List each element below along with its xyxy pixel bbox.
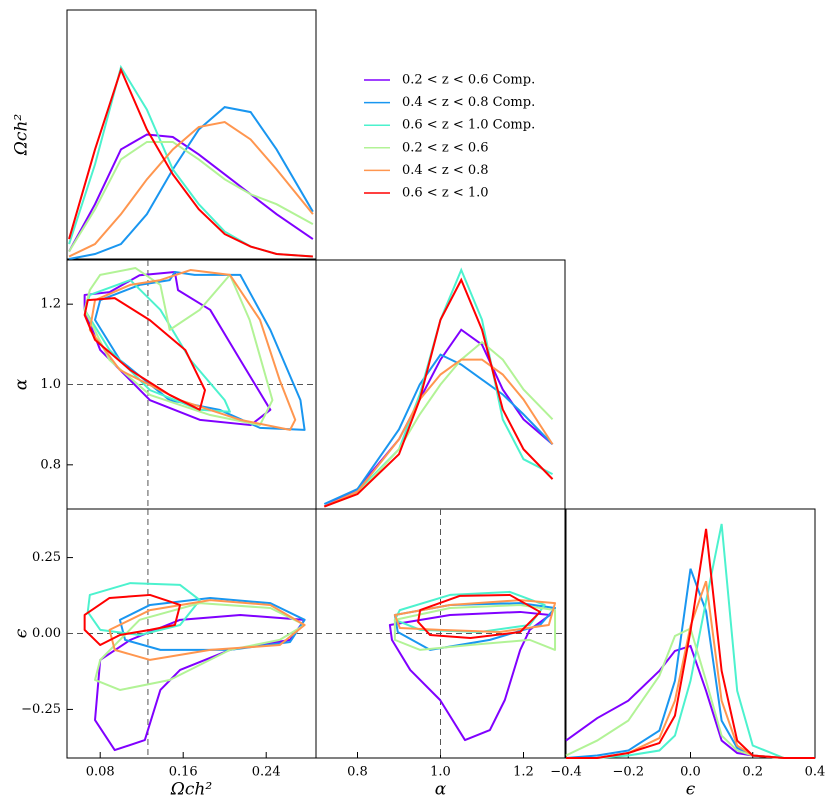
x-axis-label: α bbox=[435, 780, 447, 800]
density-line bbox=[566, 580, 815, 759]
contour bbox=[86, 582, 201, 637]
y-tick-label: 0.00 bbox=[32, 626, 61, 641]
x-tick-label: −0.2 bbox=[612, 765, 644, 780]
contour bbox=[94, 613, 306, 752]
y-axis-label: α bbox=[12, 378, 32, 390]
contour bbox=[417, 593, 542, 640]
y-tick-label: 1.0 bbox=[40, 377, 61, 392]
y-tick-label: 0.8 bbox=[40, 457, 61, 472]
contour bbox=[393, 599, 557, 633]
contour bbox=[393, 590, 546, 633]
legend-label: 0.4 < z < 0.8 bbox=[402, 163, 489, 178]
x-tick-label: 0.0 bbox=[680, 765, 701, 780]
density-line bbox=[566, 528, 815, 759]
density-line bbox=[68, 106, 314, 260]
density-line bbox=[68, 140, 314, 253]
y-tick-label: 0.25 bbox=[32, 550, 61, 565]
contour bbox=[83, 593, 182, 647]
y-axis-label: Ωch² bbox=[12, 114, 32, 157]
panel-frame bbox=[66, 9, 317, 260]
x-tick-label: 0.24 bbox=[252, 765, 281, 780]
legend-label: 0.2 < z < 0.6 bbox=[402, 140, 489, 155]
x-tick-label: 1.2 bbox=[513, 765, 534, 780]
x-tick-label: 0.4 bbox=[805, 765, 826, 780]
x-tick-label: 0.8 bbox=[347, 765, 368, 780]
contour bbox=[83, 297, 206, 411]
x-tick-label: 0.2 bbox=[742, 765, 763, 780]
x-tick-label: 1.0 bbox=[430, 765, 451, 780]
density-line bbox=[323, 340, 554, 508]
contour bbox=[83, 267, 274, 427]
density-line bbox=[323, 353, 554, 505]
legend-label: 0.4 < z < 0.8 Comp. bbox=[402, 95, 535, 110]
density-line bbox=[68, 66, 313, 258]
contour bbox=[393, 602, 557, 651]
density-line bbox=[565, 644, 815, 759]
y-tick-label: 1.2 bbox=[40, 297, 61, 312]
x-tick-label: 0.16 bbox=[169, 765, 198, 780]
density-line bbox=[323, 358, 554, 508]
x-axis-label: Ωch² bbox=[170, 780, 213, 800]
contour bbox=[388, 610, 552, 742]
density-line bbox=[68, 120, 314, 258]
density-line bbox=[566, 523, 815, 759]
density-line bbox=[323, 277, 554, 508]
y-tick-label: −0.25 bbox=[21, 702, 61, 717]
contour bbox=[393, 603, 557, 651]
density-line bbox=[68, 64, 313, 258]
density-line bbox=[565, 568, 815, 759]
contour bbox=[83, 279, 231, 413]
y-axis-label: ϵ bbox=[12, 628, 32, 638]
density-line bbox=[68, 133, 314, 253]
contour bbox=[108, 599, 306, 661]
legend-label: 0.6 < z < 1.0 Comp. bbox=[402, 118, 535, 133]
legend-label: 0.6 < z < 1.0 bbox=[402, 186, 489, 201]
contour bbox=[88, 269, 297, 431]
x-axis-label: ϵ bbox=[686, 780, 696, 800]
legend-label: 0.2 < z < 0.6 Comp. bbox=[402, 73, 535, 88]
x-tick-label: 0.08 bbox=[86, 765, 115, 780]
x-tick-label: −0.4 bbox=[550, 765, 582, 780]
